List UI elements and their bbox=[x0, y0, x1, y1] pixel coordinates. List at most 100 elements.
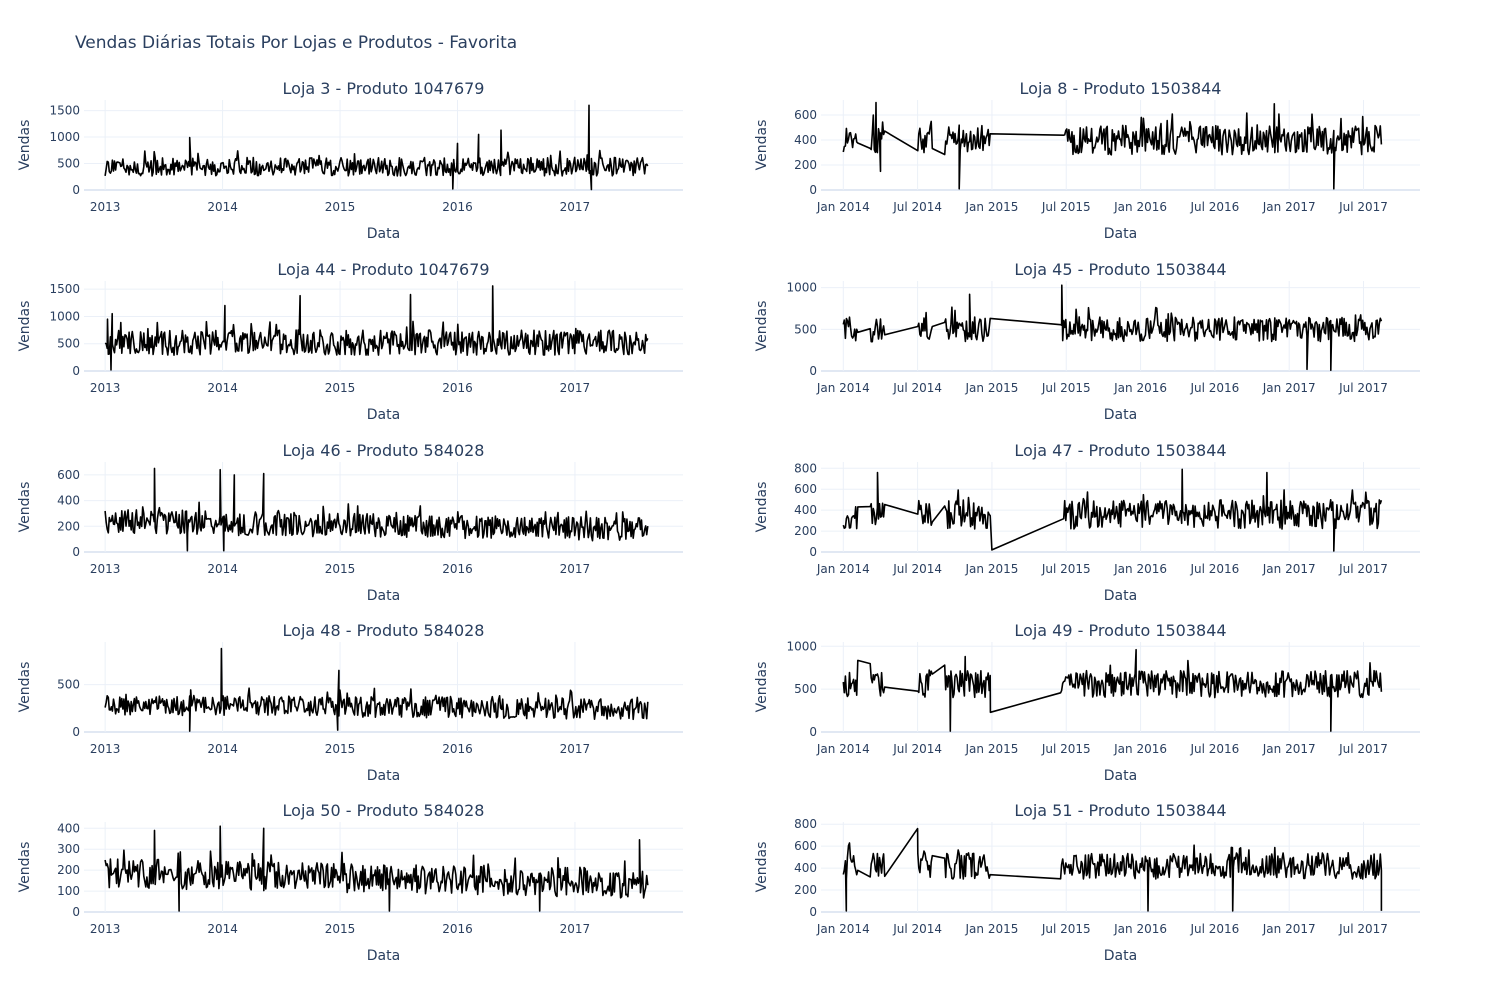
x-axis-label: Data bbox=[367, 226, 400, 242]
subplot-10: 0 200 400 600 800 Jan 2014 Jul 2014 Jan 2015 Jul… bbox=[754, 801, 1420, 964]
subplot-title: Loja 8 - Produto 1503844 bbox=[1020, 79, 1222, 98]
x-tick-label: Jan 2014 bbox=[816, 742, 870, 756]
y-tick-label: 1000 bbox=[786, 281, 817, 295]
x-tick-label: Jul 2014 bbox=[892, 922, 942, 936]
x-tick-label: 2015 bbox=[325, 381, 356, 395]
y-axis-label: Vendas bbox=[17, 120, 33, 171]
x-tick-label: Jul 2015 bbox=[1041, 742, 1091, 756]
x-tick-label: Jan 2014 bbox=[816, 562, 870, 576]
y-tick-label: 0 bbox=[72, 905, 80, 919]
y-axis-label: Vendas bbox=[17, 842, 33, 893]
x-axis-label: Data bbox=[367, 407, 400, 423]
y-axis-label: Vendas bbox=[754, 842, 770, 893]
x-tick-label: Jan 2016 bbox=[1113, 200, 1167, 214]
y-tick-label: 500 bbox=[794, 682, 817, 696]
y-tick-label: 200 bbox=[794, 883, 817, 897]
subplot-title: Loja 47 - Produto 1503844 bbox=[1014, 441, 1226, 460]
y-axis-label: Vendas bbox=[17, 301, 33, 352]
subplot-6: 0 200 400 600 800 Jan 2014 Jul 2014 Jan 2015 Jul… bbox=[754, 441, 1420, 604]
x-tick-label: 2014 bbox=[207, 742, 238, 756]
y-tick-label: 1500 bbox=[49, 282, 80, 296]
x-tick-label: 2016 bbox=[442, 200, 473, 214]
x-tick-label: Jul 2016 bbox=[1189, 742, 1239, 756]
x-axis-label: Data bbox=[367, 588, 400, 604]
y-tick-label: 400 bbox=[794, 133, 817, 147]
subplot-4: 0 500 1000 Jan 2014 Jul 2014 Jan 2015 Jul 2015… bbox=[754, 260, 1420, 423]
x-tick-label: Jan 2014 bbox=[816, 381, 870, 395]
x-tick-label: Jul 2015 bbox=[1041, 562, 1091, 576]
x-tick-label: Jan 2015 bbox=[965, 200, 1019, 214]
series-line bbox=[842, 827, 1383, 912]
x-tick-label: Jan 2017 bbox=[1262, 742, 1316, 756]
x-axis-label: Data bbox=[367, 948, 400, 964]
subplot-title: Loja 48 - Produto 584028 bbox=[283, 621, 485, 640]
x-tick-label: 2015 bbox=[325, 562, 356, 576]
subplot-5: 0 200 400 600 2013 2014 2015 2016 2017 Loja 46 - … bbox=[17, 441, 683, 604]
y-tick-label: 400 bbox=[57, 494, 80, 508]
x-tick-label: 2013 bbox=[90, 381, 121, 395]
y-tick-label: 200 bbox=[57, 863, 80, 877]
x-tick-label: Jul 2016 bbox=[1189, 381, 1239, 395]
y-tick-label: 1500 bbox=[49, 104, 80, 118]
y-tick-label: 0 bbox=[72, 364, 80, 378]
x-tick-label: Jan 2014 bbox=[816, 200, 870, 214]
y-tick-label: 0 bbox=[809, 725, 817, 739]
series-line bbox=[104, 647, 649, 732]
x-tick-label: Jul 2016 bbox=[1189, 922, 1239, 936]
x-tick-label: 2017 bbox=[560, 922, 591, 936]
x-tick-label: 2013 bbox=[90, 922, 121, 936]
y-axis-label: Vendas bbox=[754, 301, 770, 352]
y-tick-label: 0 bbox=[72, 183, 80, 197]
x-tick-label: Jan 2016 bbox=[1113, 922, 1167, 936]
subplot-8: 0 500 1000 Jan 2014 Jul 2014 Jan 2015 Jul 2015… bbox=[754, 621, 1420, 784]
y-axis-label: Vendas bbox=[754, 662, 770, 713]
x-axis-label: Data bbox=[1104, 948, 1137, 964]
y-tick-label: 0 bbox=[72, 725, 80, 739]
y-tick-label: 500 bbox=[57, 337, 80, 351]
y-tick-label: 500 bbox=[57, 157, 80, 171]
x-tick-label: Jul 2017 bbox=[1338, 922, 1388, 936]
x-tick-label: 2015 bbox=[325, 922, 356, 936]
x-tick-label: 2016 bbox=[442, 922, 473, 936]
x-tick-label: 2014 bbox=[207, 922, 238, 936]
x-tick-label: Jan 2014 bbox=[816, 922, 870, 936]
x-tick-label: Jan 2015 bbox=[965, 562, 1019, 576]
x-tick-label: Jul 2015 bbox=[1041, 381, 1091, 395]
y-tick-label: 200 bbox=[794, 524, 817, 538]
y-axis-label: Vendas bbox=[17, 482, 33, 533]
x-tick-label: 2016 bbox=[442, 381, 473, 395]
x-tick-label: Jan 2016 bbox=[1113, 381, 1167, 395]
x-tick-label: Jan 2015 bbox=[965, 381, 1019, 395]
x-tick-label: Jul 2017 bbox=[1338, 742, 1388, 756]
y-tick-label: 1000 bbox=[786, 639, 817, 653]
y-tick-label: 600 bbox=[794, 839, 817, 853]
x-tick-label: 2017 bbox=[560, 200, 591, 214]
y-tick-label: 100 bbox=[57, 884, 80, 898]
y-tick-label: 1000 bbox=[49, 309, 80, 323]
x-tick-label: 2014 bbox=[207, 562, 238, 576]
y-tick-label: 300 bbox=[57, 842, 80, 856]
x-tick-label: 2017 bbox=[560, 562, 591, 576]
subplot-title: Loja 51 - Produto 1503844 bbox=[1014, 801, 1226, 820]
x-tick-label: Jan 2016 bbox=[1113, 562, 1167, 576]
x-tick-label: 2014 bbox=[207, 200, 238, 214]
y-tick-label: 600 bbox=[57, 468, 80, 482]
y-tick-label: 800 bbox=[794, 461, 817, 475]
y-tick-label: 400 bbox=[794, 861, 817, 875]
subplot-title: Loja 46 - Produto 584028 bbox=[283, 441, 485, 460]
x-tick-label: Jul 2015 bbox=[1041, 200, 1091, 214]
series-line bbox=[842, 648, 1383, 732]
y-axis-label: Vendas bbox=[754, 120, 770, 171]
x-tick-label: 2013 bbox=[90, 742, 121, 756]
x-tick-label: 2015 bbox=[325, 742, 356, 756]
y-tick-label: 0 bbox=[809, 183, 817, 197]
series-line bbox=[104, 104, 649, 191]
x-tick-label: Jan 2017 bbox=[1262, 562, 1316, 576]
x-tick-label: Jan 2017 bbox=[1262, 381, 1316, 395]
series-line bbox=[842, 101, 1383, 190]
x-tick-label: 2016 bbox=[442, 742, 473, 756]
y-tick-label: 500 bbox=[57, 678, 80, 692]
subplot-title: Loja 3 - Produto 1047679 bbox=[283, 79, 485, 98]
subplot-1: 0 500 1000 1500 2013 2014 2015 2016 2017 Loja 3 -… bbox=[17, 79, 683, 242]
